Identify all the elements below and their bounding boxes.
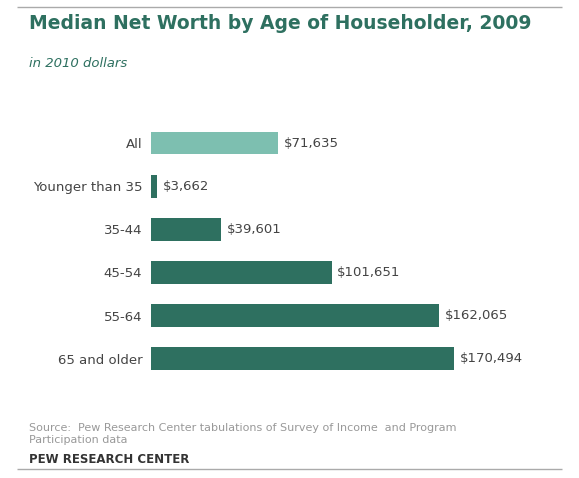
Text: $101,651: $101,651: [337, 266, 400, 279]
Text: $3,662: $3,662: [162, 180, 209, 193]
Text: $39,601: $39,601: [226, 223, 281, 236]
Text: PEW RESEARCH CENTER: PEW RESEARCH CENTER: [29, 453, 189, 466]
Text: in 2010 dollars: in 2010 dollars: [29, 57, 127, 70]
Bar: [151, 261, 332, 284]
Text: Source:  Pew Research Center tabulations of Survey of Income  and Program
Partic: Source: Pew Research Center tabulations …: [29, 423, 456, 445]
Text: Median Net Worth by Age of Householder, 2009: Median Net Worth by Age of Householder, …: [29, 14, 532, 33]
Text: $162,065: $162,065: [445, 309, 508, 322]
Text: $170,494: $170,494: [460, 352, 523, 365]
Text: $71,635: $71,635: [284, 137, 339, 150]
Bar: [151, 304, 439, 327]
Bar: [151, 175, 157, 197]
Bar: [151, 218, 221, 240]
Bar: [151, 132, 278, 154]
Bar: [151, 348, 455, 370]
